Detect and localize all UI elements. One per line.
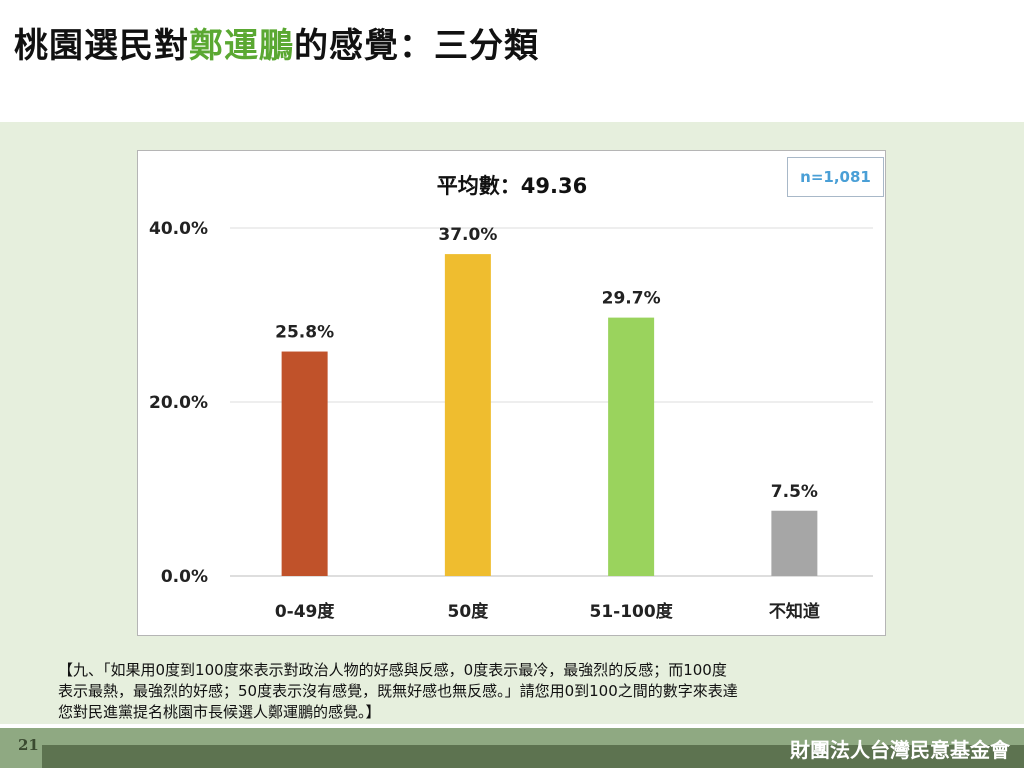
x-tick-label: 不知道 bbox=[769, 601, 820, 622]
x-tick-label: 0-49度 bbox=[275, 601, 336, 622]
chart-panel: 平均數：49.36 0.0% 20.0% 40.0% 25.8% 0-49度 37.0% 50… bbox=[137, 150, 886, 636]
title-text-before: 桃園選民對 bbox=[14, 26, 189, 66]
footer-bar-dark bbox=[42, 745, 1024, 768]
data-label: 25.8% bbox=[275, 323, 334, 343]
organization-name: 財團法人台灣民意基金會 bbox=[790, 738, 1010, 762]
data-label: 7.5% bbox=[771, 482, 818, 502]
question-note-line: 表示最熱，最強烈的好感；50度表示沒有感覺，既無好感也無反感。」請您用0到100… bbox=[58, 682, 738, 700]
x-tick-label: 51-100度 bbox=[590, 601, 674, 622]
data-label: 37.0% bbox=[438, 225, 497, 245]
bar bbox=[771, 510, 818, 576]
question-note-line: 您對民進黨提名桃園市長候選人鄭運鵬的感覺。】 bbox=[58, 703, 381, 721]
title-text-after: 的感覺：三分類 bbox=[294, 26, 539, 66]
bar-chart: 平均數：49.36 0.0% 20.0% 40.0% 25.8% 0-49度 37.0% 50… bbox=[149, 174, 873, 622]
bar bbox=[281, 351, 328, 576]
bar bbox=[608, 317, 655, 576]
sample-size-badge: n=1,081 bbox=[787, 157, 884, 197]
y-tick-label: 0.0% bbox=[161, 567, 208, 587]
y-tick-label: 40.0% bbox=[149, 219, 208, 239]
page-title: 桃園選民對鄭運鵬的感覺：三分類 bbox=[14, 18, 539, 67]
question-note-line: 【九、「如果用0度到100度來表示對政治人物的好感與反感，0度表示最冷，最強烈的… bbox=[58, 661, 727, 679]
page-number: 21 bbox=[18, 736, 39, 754]
title-highlight-name: 鄭運鵬 bbox=[189, 26, 294, 66]
data-label: 29.7% bbox=[602, 289, 661, 309]
bar bbox=[444, 254, 491, 576]
chart-title: 平均數：49.36 bbox=[437, 174, 587, 198]
y-tick-label: 20.0% bbox=[149, 393, 208, 413]
x-tick-label: 50度 bbox=[448, 601, 490, 622]
question-note: 【九、「如果用0度到100度來表示對政治人物的好感與反感，0度表示最冷，最強烈的… bbox=[58, 660, 978, 723]
